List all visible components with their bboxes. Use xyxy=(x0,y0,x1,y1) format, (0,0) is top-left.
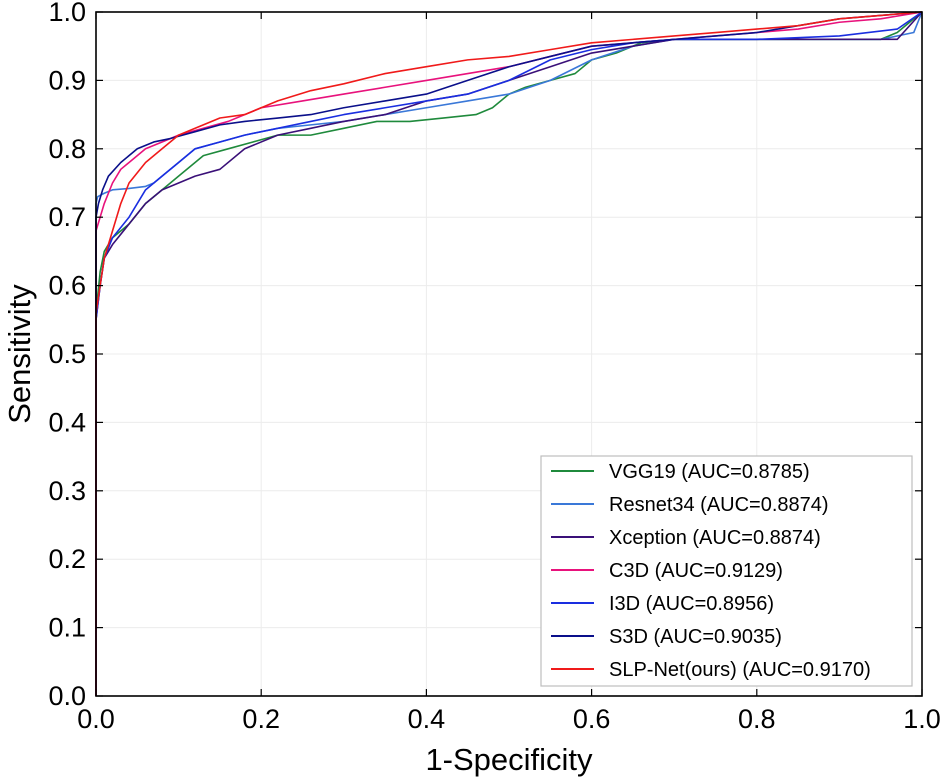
axis-ticks xyxy=(95,11,923,697)
legend-entry-resnet34: Resnet34 (AUC=0.8874) xyxy=(551,494,829,516)
y-tick-label: 0.2 xyxy=(48,544,86,574)
x-tick-labels: 0.0 0.2 0.4 0.6 0.8 1.0 xyxy=(77,704,941,734)
x-axis-title: 1-Specificity xyxy=(425,742,593,777)
legend-label: C3D (AUC=0.9129) xyxy=(609,560,783,582)
y-tick-label: 0.5 xyxy=(48,339,86,369)
legend-entry-c3d: C3D (AUC=0.9129) xyxy=(551,560,783,582)
legend-entry-s3d: S3D (AUC=0.9035) xyxy=(551,626,782,648)
x-tick-label: 0.4 xyxy=(408,704,446,734)
legend-label: S3D (AUC=0.9035) xyxy=(609,626,782,648)
x-tick-label: 0.8 xyxy=(738,704,776,734)
y-tick-label: 0.9 xyxy=(48,65,86,95)
roc-curve-xception xyxy=(95,11,923,696)
y-tick-labels: 0.0 0.1 0.2 0.3 0.4 0.5 0.6 0.7 0.8 0.9 … xyxy=(48,0,86,711)
legend-entry-vgg19: VGG19 (AUC=0.8785) xyxy=(551,461,810,483)
legend-entry-i3d: I3D (AUC=0.8956) xyxy=(551,593,774,615)
x-tick-label: 0.6 xyxy=(573,704,611,734)
y-tick-label: 0.8 xyxy=(48,134,86,164)
y-tick-label: 0.4 xyxy=(48,407,86,437)
legend-box xyxy=(540,455,913,687)
legend-label: VGG19 (AUC=0.8785) xyxy=(609,461,810,483)
y-tick-label: 0.6 xyxy=(48,271,86,301)
y-tick-label: 0.7 xyxy=(48,202,86,232)
legend-label: Resnet34 (AUC=0.8874) xyxy=(609,494,829,516)
roc-curve-s3d xyxy=(95,11,923,696)
legend-label: I3D (AUC=0.8956) xyxy=(609,593,774,615)
x-tick-label: 0.0 xyxy=(77,704,115,734)
roc-curves xyxy=(95,11,923,696)
y-tick-label: 0.3 xyxy=(48,476,86,506)
y-tick-label: 0.1 xyxy=(48,613,86,643)
y-tick-label: 0.0 xyxy=(48,681,86,711)
legend-entry-xception: Xception (AUC=0.8874) xyxy=(551,527,821,549)
x-tick-label: 1.0 xyxy=(903,704,941,734)
x-tick-label: 0.2 xyxy=(242,704,280,734)
legend-label: Xception (AUC=0.8874) xyxy=(609,527,821,549)
roc-curve-slp-net-ours xyxy=(95,11,923,696)
y-tick-label: 1.0 xyxy=(48,0,86,27)
legend-entry-slp-net: SLP-Net(ours) (AUC=0.9170) xyxy=(551,659,871,681)
y-axis-title: Sensitivity xyxy=(2,284,37,424)
legend-label: SLP-Net(ours) (AUC=0.9170) xyxy=(609,659,871,681)
legend: VGG19 (AUC=0.8785) Resnet34 (AUC=0.8874)… xyxy=(540,455,913,687)
